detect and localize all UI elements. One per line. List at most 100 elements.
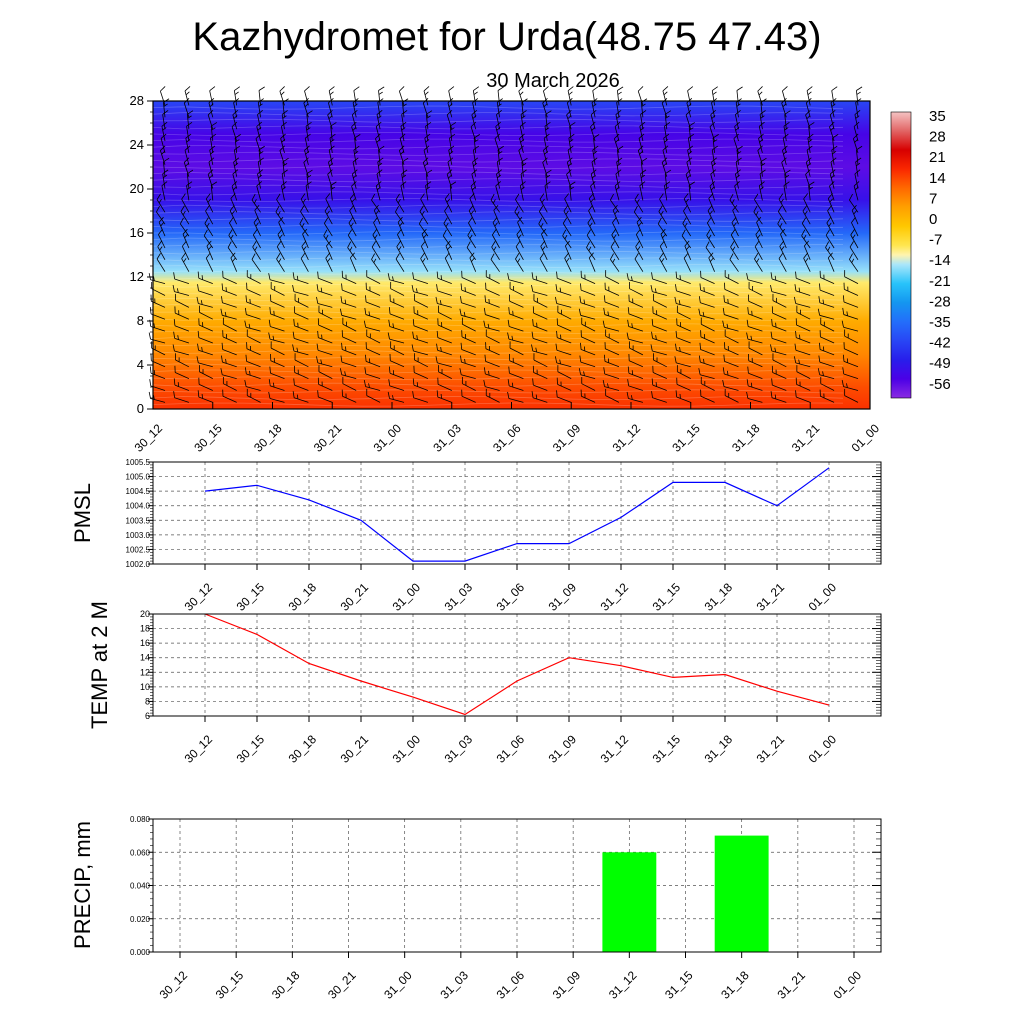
section-xtick-label: 30_21 bbox=[311, 421, 345, 455]
pmsl-x-axis: 30_12 30_15 30_18 30_21 31_00 31_03 31_06 31_09… bbox=[182, 564, 840, 614]
temp-xtick-label: 30_12 bbox=[182, 732, 216, 766]
temp-x-axis: 30_12 30_15 30_18 30_21 31_00 31_03 31_06 31_09… bbox=[182, 716, 840, 766]
precip-ytick-label: 0.000 bbox=[130, 948, 151, 957]
pmsl-ytick-label: 1004.5 bbox=[126, 487, 151, 496]
colorbar-label: -21 bbox=[929, 273, 951, 290]
section-ytick-label: 20 bbox=[130, 181, 144, 196]
precip-ytick-label: 0.060 bbox=[130, 848, 151, 857]
section-xtick-label: 31_21 bbox=[789, 421, 823, 455]
section-xtick-label: 31_09 bbox=[550, 421, 584, 455]
temp-xtick-label: 01_00 bbox=[806, 732, 840, 766]
pmsl-xtick-label: 01_00 bbox=[806, 580, 840, 614]
pmsl-ytick-label: 1005.5 bbox=[126, 458, 151, 467]
colorbar-label: 0 bbox=[929, 211, 937, 228]
precip-xtick-label: 30_18 bbox=[269, 968, 303, 1002]
colorbar-label: -14 bbox=[929, 252, 951, 269]
temp-y-axis: 6 8 10 12 14 16 18 20 bbox=[140, 609, 881, 721]
temp-xtick-label: 31_00 bbox=[390, 732, 424, 766]
colorbar-labels: 35 28 21 14 7 0 -7 -14 -21 -28 -35 -42 -49 -56 bbox=[929, 108, 951, 393]
pmsl-ytick-label: 1003.5 bbox=[126, 516, 151, 525]
colorbar: 35 28 21 14 7 0 -7 -14 -21 -28 -35 -42 -49 -56 bbox=[890, 108, 951, 399]
section-xtick-label: 31_18 bbox=[729, 421, 763, 455]
chart-title: Kazhydromet for Urda(48.75 47.43) bbox=[192, 15, 821, 59]
section-xtick-label: 31_03 bbox=[430, 421, 464, 455]
section-ytick-label: 4 bbox=[137, 357, 144, 372]
colorbar-label: 28 bbox=[929, 129, 946, 146]
pmsl-xtick-label: 31_06 bbox=[494, 580, 528, 614]
pmsl-xtick-label: 30_12 bbox=[182, 580, 216, 614]
precip-x-axis: 30_12 30_15 30_18 30_21 31_00 31_03 31_06 31_09… bbox=[157, 952, 865, 1002]
precip-xtick-label: 31_09 bbox=[550, 968, 584, 1002]
temp-xtick-label: 31_15 bbox=[650, 732, 684, 766]
section-ytick-label: 8 bbox=[137, 313, 144, 328]
temp-xtick-label: 31_21 bbox=[754, 732, 788, 766]
precip-ytick-label: 0.080 bbox=[130, 815, 151, 824]
pmsl-ytick-label: 1002.5 bbox=[126, 545, 151, 554]
pmsl-ylabel: PMSL bbox=[70, 483, 95, 543]
colorbar-label: -49 bbox=[929, 355, 951, 372]
temp-panel: 6 8 10 12 14 16 18 20 30_12 30_15 30_18 30_21 31_00… bbox=[87, 601, 882, 766]
colorbar-label: -28 bbox=[929, 293, 951, 310]
temp-ytick-label: 10 bbox=[140, 682, 150, 692]
precip-ytick-label: 0.020 bbox=[130, 915, 151, 924]
temp-xtick-label: 31_12 bbox=[598, 732, 632, 766]
colorbar-label: 7 bbox=[929, 190, 937, 207]
precip-xtick-label: 31_00 bbox=[381, 968, 415, 1002]
pmsl-grid bbox=[153, 461, 881, 565]
colorbar-label: 21 bbox=[929, 149, 946, 166]
section-xtick-label: 31_06 bbox=[490, 421, 524, 455]
temp-ytick-label: 18 bbox=[140, 624, 150, 634]
precip-bar bbox=[602, 852, 657, 953]
precip-ytick-label: 0.040 bbox=[130, 882, 151, 891]
temp-xtick-label: 30_15 bbox=[234, 732, 268, 766]
section-x-axis: 30_12 30_15 30_18 30_21 31_00 31_03 31_06 31_09… bbox=[132, 402, 883, 455]
temp-xtick-label: 30_21 bbox=[338, 732, 372, 766]
section-xtick-label: 31_12 bbox=[610, 421, 644, 455]
pmsl-xtick-label: 31_03 bbox=[442, 580, 476, 614]
section-y-axis: 0 4 8 12 16 20 24 28 bbox=[130, 93, 153, 416]
temp-xtick-label: 31_09 bbox=[546, 732, 580, 766]
pmsl-series-line bbox=[204, 467, 830, 562]
precip-bars bbox=[602, 835, 769, 953]
section-ytick-label: 28 bbox=[130, 93, 144, 108]
temp-ytick-label: 12 bbox=[140, 667, 150, 677]
temp-xtick-label: 31_03 bbox=[442, 732, 476, 766]
section-ytick-label: 0 bbox=[137, 401, 144, 416]
colorbar-fill bbox=[890, 111, 912, 399]
pmsl-ytick-label: 1004.0 bbox=[126, 502, 151, 511]
precip-xtick-label: 30_21 bbox=[325, 968, 359, 1002]
section-xtick-label: 31_00 bbox=[371, 421, 405, 455]
precip-xtick-label: 31_06 bbox=[494, 968, 528, 1002]
precip-ylabel: PRECIP, mm bbox=[70, 821, 95, 949]
colorbar-label: -35 bbox=[929, 314, 951, 331]
precip-xtick-label: 01_00 bbox=[831, 968, 865, 1002]
pmsl-xtick-label: 30_21 bbox=[338, 580, 372, 614]
pmsl-xtick-label: 30_18 bbox=[286, 580, 320, 614]
precip-xtick-label: 31_21 bbox=[774, 968, 808, 1002]
section-xtick-label: 30_12 bbox=[132, 421, 166, 455]
precip-xtick-label: 30_15 bbox=[213, 968, 247, 1002]
temp-xtick-label: 30_18 bbox=[286, 732, 320, 766]
section-xtick-label: 30_18 bbox=[251, 421, 285, 455]
precip-y-axis: 0.000 0.020 0.040 0.060 0.080 bbox=[130, 815, 881, 957]
section-xtick-label: 30_15 bbox=[191, 421, 225, 455]
colorbar-label: 35 bbox=[929, 108, 946, 125]
wind-barbs bbox=[148, 86, 863, 403]
pmsl-panel: 1002.0 1002.5 1003.0 1003.5 1004.0 1004.5 1005… bbox=[70, 458, 882, 614]
temp-xtick-label: 31_06 bbox=[494, 732, 528, 766]
precip-xtick-label: 30_12 bbox=[157, 968, 191, 1002]
temp-ylabel: TEMP at 2 M bbox=[87, 601, 112, 729]
temp-ytick-label: 6 bbox=[145, 711, 150, 721]
section-xtick-label: 01_00 bbox=[849, 421, 883, 455]
section-ytick-label: 12 bbox=[130, 269, 144, 284]
colorbar-label: 14 bbox=[929, 170, 946, 187]
pmsl-xtick-label: 31_00 bbox=[390, 580, 424, 614]
colorbar-label: -56 bbox=[929, 376, 951, 393]
chart-date: 30 March 2026 bbox=[486, 70, 619, 92]
section-xtick-label: 31_15 bbox=[669, 421, 703, 455]
colorbar-label: -7 bbox=[929, 232, 942, 249]
section-ytick-label: 16 bbox=[130, 225, 144, 240]
section-field bbox=[153, 101, 870, 409]
